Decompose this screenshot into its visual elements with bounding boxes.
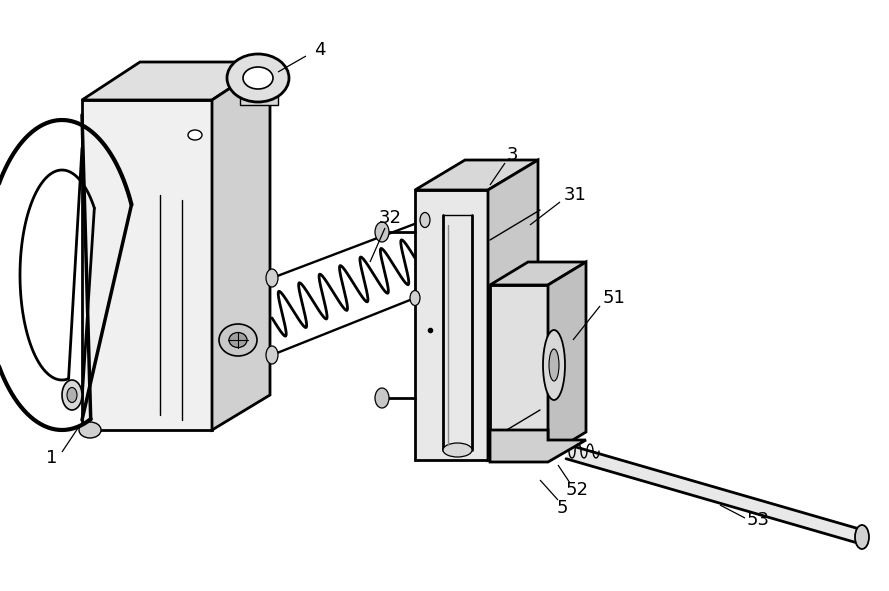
Polygon shape — [415, 190, 488, 460]
Text: 31: 31 — [564, 186, 587, 204]
Text: 52: 52 — [565, 481, 589, 499]
Ellipse shape — [188, 130, 202, 140]
Text: 32: 32 — [379, 209, 402, 227]
Polygon shape — [82, 62, 270, 100]
Text: 1: 1 — [46, 449, 58, 467]
Ellipse shape — [67, 388, 77, 402]
Polygon shape — [415, 160, 538, 190]
Ellipse shape — [375, 388, 389, 408]
Polygon shape — [240, 95, 278, 105]
Ellipse shape — [243, 67, 273, 89]
Ellipse shape — [410, 291, 420, 306]
Text: 4: 4 — [314, 41, 325, 59]
Text: 3: 3 — [506, 146, 517, 164]
Text: 5: 5 — [557, 499, 568, 517]
Text: 51: 51 — [603, 289, 626, 307]
Ellipse shape — [219, 324, 257, 356]
Polygon shape — [490, 430, 586, 462]
Polygon shape — [212, 62, 270, 430]
Polygon shape — [490, 262, 586, 285]
Ellipse shape — [549, 349, 559, 381]
Polygon shape — [488, 160, 538, 460]
Polygon shape — [490, 285, 548, 455]
Text: 53: 53 — [747, 511, 770, 529]
Ellipse shape — [79, 422, 101, 438]
Ellipse shape — [266, 269, 278, 287]
Ellipse shape — [266, 346, 278, 364]
Ellipse shape — [543, 330, 565, 400]
Ellipse shape — [855, 525, 869, 549]
Ellipse shape — [420, 213, 430, 228]
Ellipse shape — [62, 380, 82, 410]
Ellipse shape — [443, 443, 472, 457]
Ellipse shape — [375, 222, 389, 242]
Polygon shape — [566, 445, 864, 544]
Polygon shape — [548, 262, 586, 455]
Ellipse shape — [227, 54, 289, 102]
Polygon shape — [82, 100, 212, 430]
Ellipse shape — [229, 333, 247, 348]
